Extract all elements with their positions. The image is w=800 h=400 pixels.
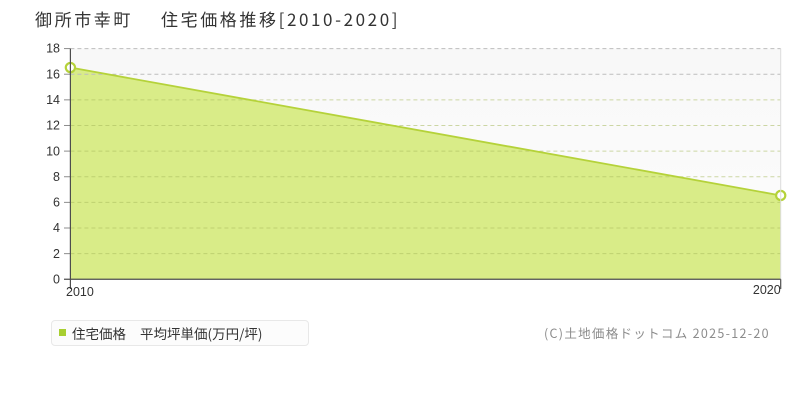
svg-text:8: 8 [53, 170, 60, 184]
svg-text:16: 16 [46, 67, 60, 81]
svg-text:6: 6 [53, 196, 60, 210]
svg-text:2010: 2010 [66, 285, 94, 299]
svg-text:12: 12 [46, 119, 60, 133]
svg-text:10: 10 [46, 144, 60, 158]
svg-text:18: 18 [46, 42, 60, 56]
svg-text:14: 14 [46, 93, 60, 107]
svg-text:0: 0 [53, 273, 60, 287]
svg-text:4: 4 [53, 221, 60, 235]
svg-text:2020: 2020 [753, 283, 781, 297]
svg-text:2: 2 [53, 247, 60, 261]
